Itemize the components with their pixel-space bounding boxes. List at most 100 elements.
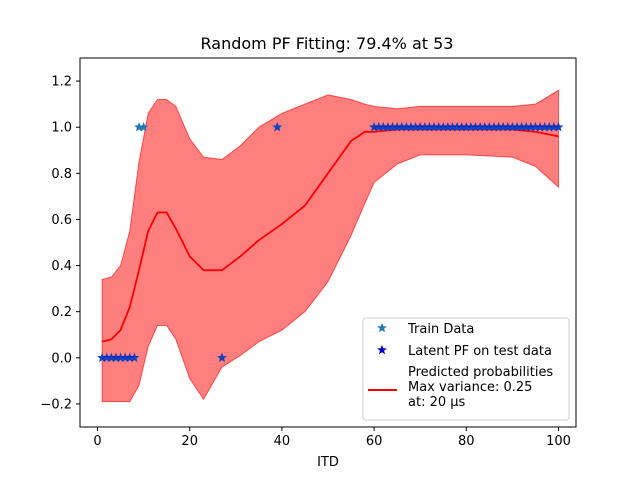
train-data-point	[410, 121, 421, 132]
latent-data-point	[484, 121, 495, 132]
train-data-point	[387, 121, 398, 132]
latent-data-point	[447, 121, 458, 132]
latent-data-point	[535, 121, 545, 132]
x-tick-label: 40	[274, 434, 291, 449]
train-data-point	[512, 121, 522, 132]
train-data-point	[392, 121, 403, 132]
train-data-point	[106, 352, 117, 363]
x-tick-label: 80	[458, 434, 475, 449]
train-data-point	[484, 121, 495, 132]
latent-data-point	[461, 121, 472, 132]
latent-data-point	[406, 121, 416, 132]
train-data-point	[97, 352, 108, 363]
latent-data-point	[498, 121, 509, 132]
latent-data-point	[410, 121, 421, 132]
latent-data-point	[424, 121, 435, 132]
train-data-point	[470, 121, 481, 132]
train-data-point	[415, 121, 426, 132]
y-tick-label: 0.4	[51, 259, 72, 274]
latent-data-point	[502, 121, 513, 132]
train-data-point	[447, 121, 458, 132]
train-data-point	[378, 121, 389, 132]
train-data-point	[433, 121, 444, 132]
x-tick-label: 100	[546, 434, 571, 449]
latent-data-point	[470, 121, 481, 132]
legend-latent-star	[377, 344, 387, 355]
latent-data-point	[544, 121, 555, 132]
variance-band-layer	[101, 89, 559, 403]
latent-data-point	[465, 121, 476, 132]
train-data-point	[101, 352, 112, 363]
y-tick-label: 1.2	[51, 75, 72, 90]
latent-data-point	[129, 352, 140, 363]
train-data-point	[134, 121, 144, 132]
latent-data-point	[553, 121, 564, 132]
x-tick-label: 60	[366, 434, 383, 449]
legend-train-star	[377, 322, 387, 333]
train-data-point	[369, 121, 380, 132]
train-data-point	[424, 121, 435, 132]
latent-data-point	[387, 121, 398, 132]
latent-data-point	[433, 121, 444, 132]
train-data-point	[419, 121, 430, 132]
y-tick-label: 0.2	[51, 305, 72, 320]
train-data-point	[456, 121, 467, 132]
latent-data-point	[415, 121, 426, 132]
latent-data-point	[442, 121, 453, 132]
train-data-point	[507, 121, 518, 132]
train-data-point	[479, 121, 490, 132]
latent-data-point	[452, 121, 463, 132]
latent-data-point	[530, 121, 541, 132]
latent-data-point	[493, 121, 504, 132]
train-data-point	[530, 121, 541, 132]
latent-data-point	[124, 352, 135, 363]
latent-data-point	[115, 352, 126, 363]
latent-data-point	[101, 352, 112, 363]
latent-data-point	[392, 121, 403, 132]
legend-train-label: Train Data	[407, 322, 474, 337]
latent-data-point	[521, 121, 532, 132]
y-tick-label: 0.8	[51, 167, 72, 182]
train-data-point	[120, 352, 131, 363]
x-tick-label: 0	[93, 434, 101, 449]
train-data-point	[493, 121, 504, 132]
train-data-point	[539, 121, 550, 132]
legend-latent-label: Latent PF on test data	[408, 344, 552, 359]
chart-title: Random PF Fitting: 79.4% at 53	[201, 34, 454, 53]
latent-points-layer	[97, 121, 564, 363]
latent-data-point	[272, 121, 283, 132]
latent-data-point	[475, 121, 486, 132]
latent-data-point	[507, 121, 518, 132]
legend-latent-marker	[377, 344, 387, 355]
latent-data-point	[396, 121, 407, 132]
train-data-point	[452, 121, 463, 132]
train-data-point	[548, 121, 559, 132]
train-data-point	[373, 121, 384, 132]
axes-frame	[79, 57, 577, 428]
x-axis-label: ITD	[317, 455, 339, 470]
latent-data-point	[373, 121, 384, 132]
train-data-point	[406, 121, 416, 132]
train-data-point	[489, 121, 499, 132]
variance-band	[101, 89, 559, 403]
latent-data-point	[106, 352, 117, 363]
y-axis: −0.2 0.0 0.2 0.4 0.6 0.8 1.0 1.2	[40, 75, 80, 412]
train-data-point	[396, 121, 407, 132]
train-data-point	[429, 121, 439, 132]
x-axis: 0 20 40 60 80 100	[93, 427, 571, 449]
y-tick-label: 0.6	[51, 213, 72, 228]
train-data-point	[498, 121, 509, 132]
y-tick-label: −0.2	[40, 397, 72, 412]
legend-train-marker	[377, 322, 387, 333]
y-tick-label: 0.0	[51, 351, 72, 366]
latent-data-point	[512, 121, 522, 132]
latent-data-point	[548, 121, 559, 132]
train-data-point	[516, 121, 527, 132]
train-data-point	[475, 121, 486, 132]
train-data-point	[442, 121, 453, 132]
latent-data-point	[369, 121, 380, 132]
latent-data-point	[429, 121, 439, 132]
train-data-point	[138, 121, 149, 132]
train-data-point	[111, 352, 121, 363]
